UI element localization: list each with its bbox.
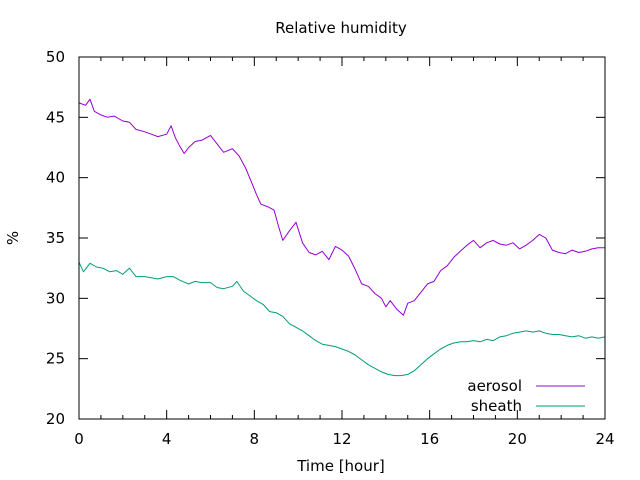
x-tick-label: 24 xyxy=(595,430,614,448)
tick-labels: 0 4 8 12 16 20 24 20 25 30 35 40 45 50 xyxy=(46,48,615,448)
x-tick-label: 20 xyxy=(508,430,527,448)
x-tick-label: 4 xyxy=(162,430,172,448)
y-tick-label: 35 xyxy=(46,229,65,247)
x-tick-label: 8 xyxy=(250,430,260,448)
y-tick-label: 30 xyxy=(46,289,65,307)
legend-label-aerosol: aerosol xyxy=(467,377,522,395)
series-line-aerosol xyxy=(78,98,605,316)
x-axis-label: Time [hour] xyxy=(296,457,385,475)
y-tick-label: 20 xyxy=(46,410,65,428)
data-series xyxy=(78,98,606,377)
series-line-sheath xyxy=(78,261,606,377)
plot-frame xyxy=(78,56,606,420)
y-tick-label: 50 xyxy=(46,48,65,66)
legend-label-sheath: sheath xyxy=(471,397,522,415)
y-axis-label: % xyxy=(4,231,22,245)
legend: aerosol sheath xyxy=(467,377,585,415)
y-tick-label: 45 xyxy=(46,108,65,126)
y-tick-label: 40 xyxy=(46,169,65,187)
y-tick-label: 25 xyxy=(46,350,65,368)
chart-title: Relative humidity xyxy=(275,19,407,37)
x-tick-label: 16 xyxy=(420,430,439,448)
x-tick-label: 12 xyxy=(332,430,351,448)
x-tick-label: 0 xyxy=(74,430,84,448)
axis-ticks xyxy=(78,56,606,420)
